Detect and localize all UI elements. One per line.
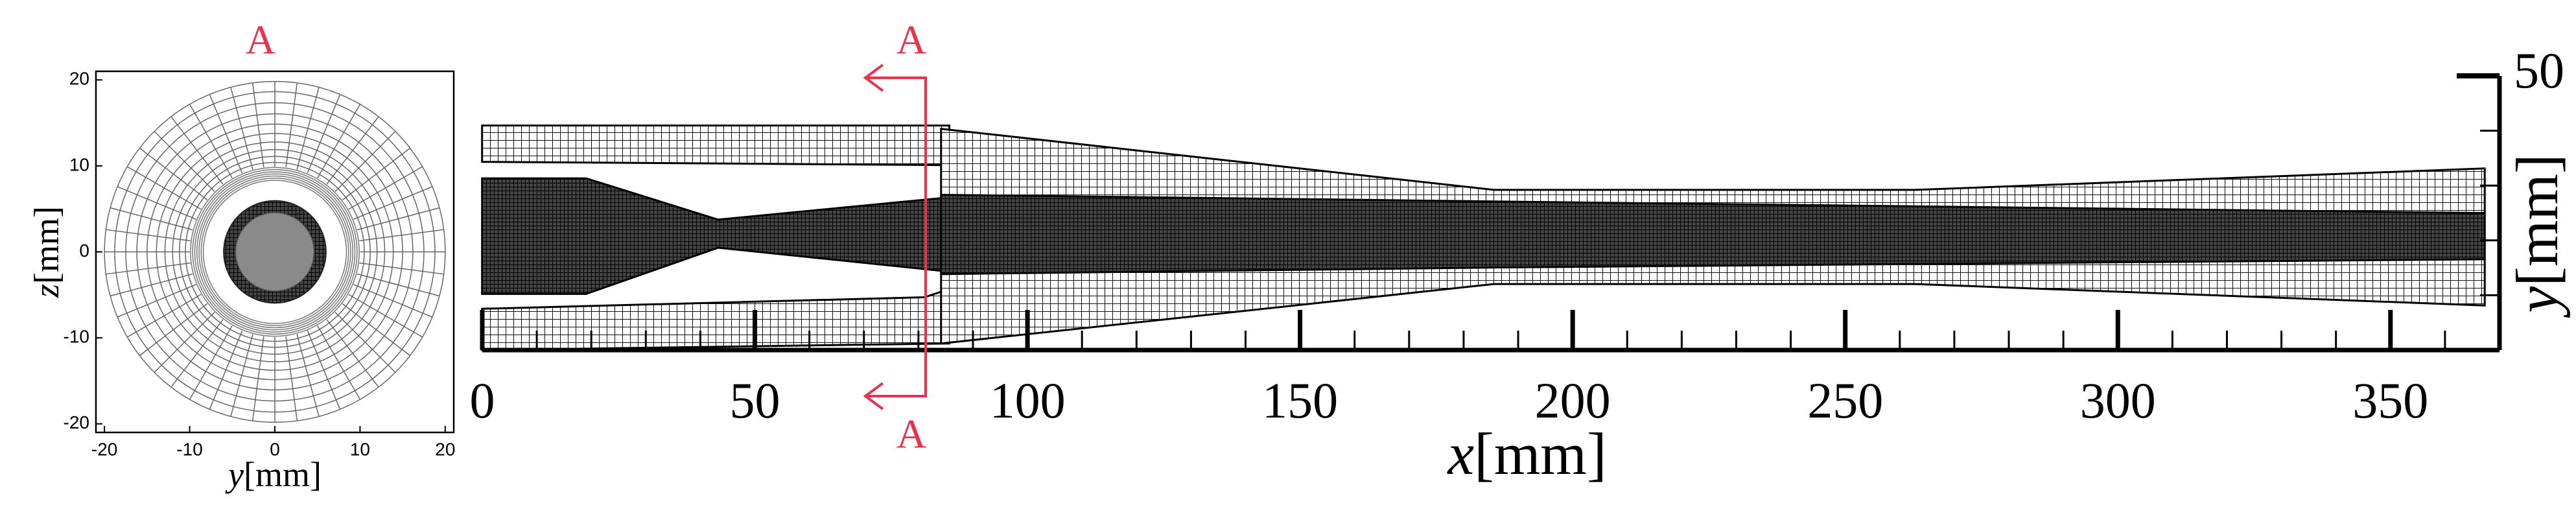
- x-axis-label: x[mm]: [1446, 421, 1606, 487]
- y-axis-label-unit: [mm]: [2504, 154, 2570, 286]
- y-axis-label-var: y: [2504, 287, 2570, 318]
- section-arrow-bottom: [863, 382, 884, 410]
- mesh-circle: [179, 156, 371, 348]
- x-tick-label: 350: [2352, 372, 2428, 429]
- x-tick-label: 10: [350, 439, 370, 459]
- x-axis-label-unit: [mm]: [244, 455, 322, 494]
- mesh-circle: [172, 149, 378, 355]
- inner-core-center: [235, 212, 315, 292]
- x-axis-label-unit: [mm]: [1474, 421, 1606, 487]
- section-arrow-top: [863, 64, 884, 92]
- y-axis-label-var: z: [27, 284, 66, 298]
- y-axis-label: z[mm]: [27, 206, 66, 298]
- section-label-top: A: [896, 17, 926, 63]
- mesh-circle: [114, 91, 436, 413]
- x-tick-label: 300: [2080, 372, 2156, 429]
- y-axis-label: y[mm]: [2504, 154, 2570, 318]
- x-axis-label-var: y: [225, 455, 244, 494]
- section-label-bottom: A: [896, 411, 926, 457]
- x-tick-label: -20: [91, 439, 117, 459]
- x-tick-label: 250: [1807, 372, 1883, 429]
- mesh-ring: [194, 171, 356, 333]
- y-tick-label: -10: [64, 327, 89, 347]
- mesh-circle: [185, 161, 365, 342]
- outer-channel-bottom: [481, 287, 950, 351]
- x-tick-label: 0: [270, 439, 280, 459]
- y-tick-label: -20: [64, 412, 89, 432]
- x-tick-label: 100: [990, 372, 1066, 429]
- mesh-circle: [146, 123, 403, 381]
- section-line: [865, 77, 927, 397]
- mesh-circle: [164, 141, 386, 362]
- x-tick-label: 50: [730, 372, 780, 429]
- x-tick-label: 20: [435, 439, 455, 459]
- mesh-circle: [136, 113, 414, 391]
- y-tick-label: 50: [2514, 42, 2564, 99]
- y-axis-label-unit: [mm]: [27, 206, 66, 284]
- circular-mesh: [104, 80, 446, 423]
- section-label: A: [246, 17, 275, 63]
- mesh-circle: [125, 102, 425, 402]
- mesh-ring: [200, 178, 349, 326]
- mesh-ring: [192, 169, 358, 335]
- mesh-circle: [104, 80, 446, 423]
- y-tick-label: 10: [69, 154, 89, 174]
- mesh-ring: [190, 167, 360, 337]
- mesh-ring: [196, 173, 354, 331]
- mesh-ring: [198, 175, 351, 329]
- x-tick-label: -10: [176, 439, 202, 459]
- x-axis-label-var: x: [1446, 421, 1474, 487]
- x-tick-label: 200: [1535, 372, 1611, 429]
- nozzle-mesh: [481, 177, 943, 295]
- outer-channel-top: [481, 124, 950, 167]
- y-tick-label: 0: [79, 241, 89, 261]
- y-tick-label: 20: [69, 69, 89, 89]
- jet-core-mesh: [940, 193, 2486, 276]
- x-tick-label: 0: [470, 372, 495, 429]
- x-tick-label: 150: [1262, 372, 1338, 429]
- mesh-circle: [156, 133, 394, 371]
- mesh-ring: [202, 180, 347, 324]
- x-axis-label: y[mm]: [225, 455, 322, 494]
